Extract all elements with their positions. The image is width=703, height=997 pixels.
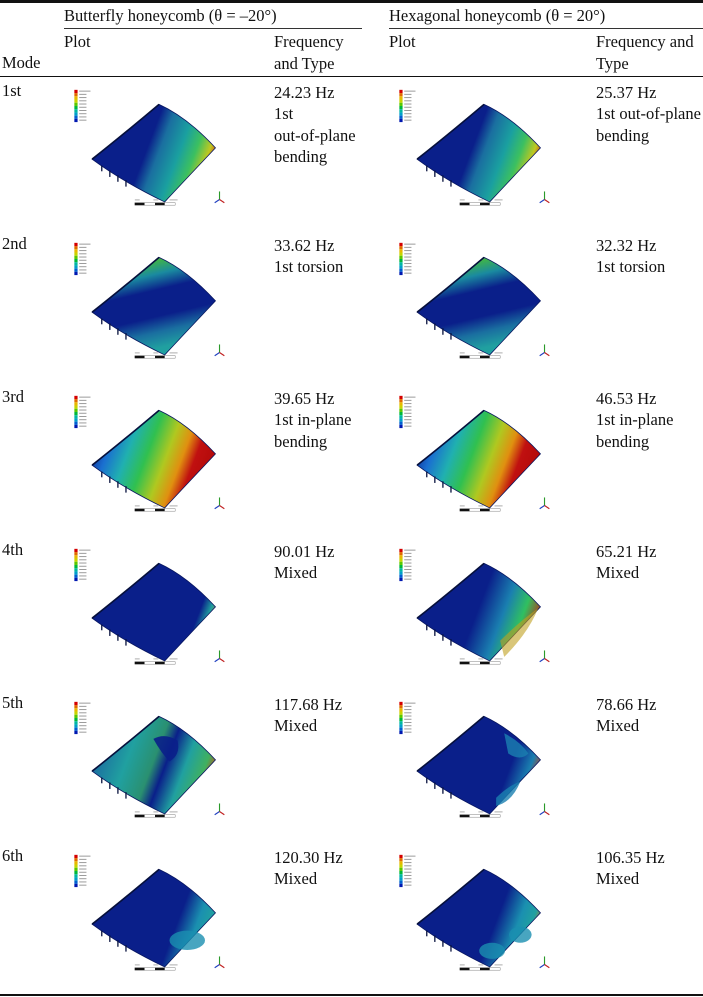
header-freq-butterfly: Frequency and Type (274, 32, 344, 73)
butterfly-mode-shape-plot (55, 85, 255, 210)
butterfly-mode-type: 1st torsion (274, 257, 344, 276)
group-rule-butterfly (64, 28, 362, 29)
header-plot-hexagonal: Plot (389, 32, 416, 51)
hexagonal-mode-shape-plot (380, 544, 580, 669)
butterfly-frequency: 24.23 Hz (274, 83, 335, 102)
butterfly-mode-type: 1st in-plane bending (274, 410, 352, 451)
hexagonal-mode-type: 1st torsion (596, 257, 666, 276)
butterfly-mode-type: Mixed (274, 716, 318, 735)
table-top-rule (0, 0, 703, 3)
butterfly-mode-type: 1st out-of-plane bending (274, 104, 356, 166)
butterfly-frequency: 117.68 Hz (274, 695, 343, 714)
hexagonal-mode-type: Mixed (596, 563, 640, 582)
butterfly-mode-shape-plot (55, 850, 255, 975)
header-plot-butterfly: Plot (64, 32, 91, 51)
butterfly-mode-type: Mixed (274, 563, 318, 582)
hexagonal-frequency: 106.35 Hz (596, 848, 665, 867)
butterfly-mode-shape-plot (55, 238, 255, 363)
hexagonal-mode-type: Mixed (596, 869, 640, 888)
butterfly-frequency: 33.62 Hz (274, 236, 335, 255)
butterfly-mode-shape-plot (55, 391, 255, 516)
mode-label: 4th (2, 540, 24, 559)
butterfly-frequency: 90.01 Hz (274, 542, 335, 561)
group-title-butterfly: Butterfly honeycomb (θ = –20°) (64, 6, 277, 25)
butterfly-mode-type: Mixed (274, 869, 318, 888)
hexagonal-mode-shape-plot (380, 85, 580, 210)
butterfly-frequency: 39.65 Hz (274, 389, 335, 408)
hexagonal-mode-type: Mixed (596, 716, 640, 735)
mode-label: 2nd (2, 234, 27, 253)
hexagonal-mode-shape-plot (380, 391, 580, 516)
hexagonal-frequency: 25.37 Hz (596, 83, 657, 102)
group-title-hexagonal: Hexagonal honeycomb (θ = 20°) (389, 6, 606, 25)
hexagonal-frequency: 32.32 Hz (596, 236, 657, 255)
hexagonal-frequency: 65.21 Hz (596, 542, 657, 561)
butterfly-mode-shape-plot (55, 544, 255, 669)
butterfly-frequency: 120.30 Hz (274, 848, 343, 867)
hexagonal-mode-shape-plot (380, 850, 580, 975)
butterfly-mode-shape-plot (55, 697, 255, 822)
hexagonal-frequency: 78.66 Hz (596, 695, 657, 714)
header-freq-hexagonal: Frequency and Type (596, 32, 694, 73)
mode-label: 1st (2, 81, 22, 100)
header-bottom-rule (0, 76, 703, 77)
header-mode: Mode (2, 53, 41, 72)
table-bottom-rule (0, 994, 703, 996)
hexagonal-frequency: 46.53 Hz (596, 389, 657, 408)
hexagonal-mode-shape-plot (380, 238, 580, 363)
hexagonal-mode-type: 1st in-plane bending (596, 410, 674, 451)
group-rule-hexagonal (389, 28, 703, 29)
hexagonal-mode-shape-plot (380, 697, 580, 822)
mode-label: 6th (2, 846, 24, 865)
mode-label: 3rd (2, 387, 24, 406)
mode-label: 5th (2, 693, 24, 712)
hexagonal-mode-type: 1st out-of-plane bending (596, 104, 701, 145)
